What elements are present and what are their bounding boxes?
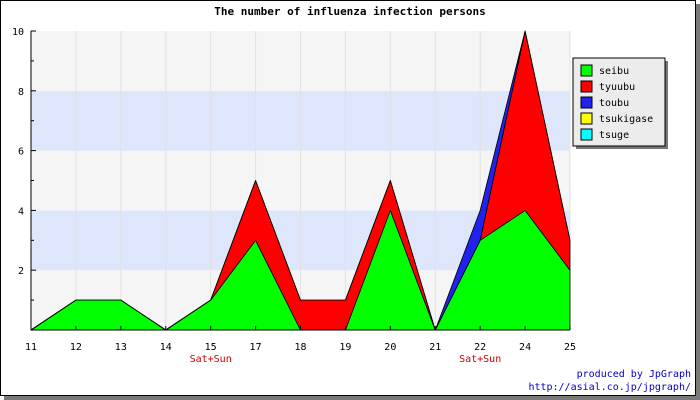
legend-label-tsukigase: tsukigase xyxy=(599,114,653,125)
legend-label-toubu: toubu xyxy=(599,98,629,109)
legend-label-tsuge: tsuge xyxy=(599,130,629,141)
legend-swatch-seibu xyxy=(580,64,593,77)
x-tick-label: 20 xyxy=(384,342,396,353)
y-tick-label: 8 xyxy=(18,87,24,98)
footer-url: http://asial.co.jp/jpgraph/ xyxy=(528,382,691,393)
x-tick-label: 19 xyxy=(339,342,351,353)
legend: seibu tyuubu toubu tsukigase tsuge xyxy=(572,57,668,149)
x-tick-label: 25 xyxy=(564,342,576,353)
x-tick-label: 21 xyxy=(429,342,441,353)
legend-label-seibu: seibu xyxy=(599,66,629,77)
legend-swatch-tsukigase xyxy=(580,112,593,125)
x-tick-label: 13 xyxy=(115,342,127,353)
x-tick-label: 11 xyxy=(25,342,37,353)
footer-credit: produced by JpGraph xyxy=(577,369,691,380)
x-tick-label: 14 xyxy=(160,342,172,353)
y-tick-label: 4 xyxy=(18,206,24,217)
y-tick-label: 10 xyxy=(12,27,24,38)
x-tick-label: 15 xyxy=(205,342,217,353)
legend-swatch-tsuge xyxy=(580,128,593,141)
x-tick-label: 12 xyxy=(70,342,82,353)
y-tick-labels: 2 4 6 8 10 xyxy=(12,27,24,277)
x-tick-label: 24 xyxy=(519,342,531,353)
legend-swatch-tyuubu xyxy=(580,80,593,93)
axes xyxy=(30,30,571,331)
legend-swatch-toubu xyxy=(580,96,593,109)
y-tick-label: 2 xyxy=(18,266,24,277)
x-tick-label: 22 xyxy=(474,342,486,353)
x-tick-sublabel: Sat+Sun xyxy=(459,354,501,365)
x-tick-label: 18 xyxy=(294,342,306,353)
x-tick-sublabel: Sat+Sun xyxy=(190,354,232,365)
chart-title: The number of influenza infection person… xyxy=(214,5,486,18)
x-tick-label: 17 xyxy=(250,342,262,353)
y-tick-label: 6 xyxy=(18,147,24,158)
legend-label-tyuubu: tyuubu xyxy=(599,82,635,93)
series-areas xyxy=(30,30,571,331)
